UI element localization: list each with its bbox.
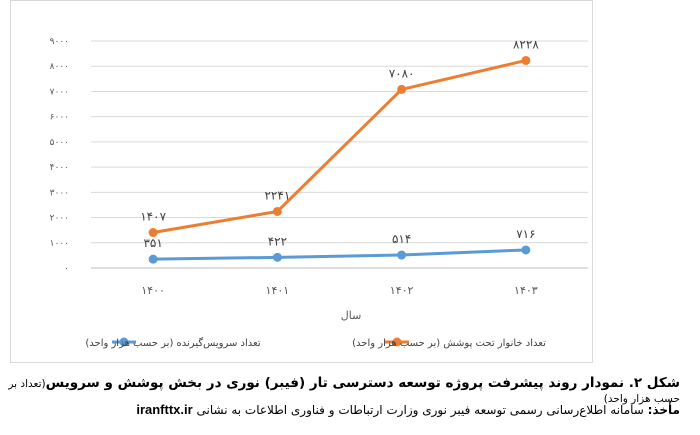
data-label-series-2: ۵۱۴ — [392, 232, 411, 246]
legend-marker-1 — [392, 337, 402, 347]
x-tick-label: ۱۴۰۱ — [266, 284, 290, 297]
chart-frame: ۰ ۱۰۰۰ ۲۰۰۰ ۳۰۰۰ ۴۰۰۰ ۵۰۰۰ ۶۰۰۰ ۷۰۰۰ ۸۰۰۰ ۹۰۰۰ ۱۴… — [10, 0, 593, 363]
data-point-series-2 — [272, 252, 282, 262]
y-tick-label: ۷۰۰۰ — [50, 87, 69, 97]
data-point-series-1 — [397, 84, 407, 94]
caption-note: (تعداد بر حسب هزار واحد) — [8, 378, 680, 405]
y-tick-label: ۸۰۰۰ — [50, 62, 69, 72]
y-tick-label: ۶۰۰۰ — [50, 113, 69, 123]
figure-caption: شکل ۲. نمودار روند پیشرفت پروژه توسعه دس… — [0, 375, 680, 406]
x-tick-label: ۱۴۰۰ — [141, 284, 165, 297]
y-tick-label: ۱۰۰۰ — [50, 239, 69, 249]
legend-label-1: تعداد خانوار تحت پوشش (بر حسب هزار واحد) — [352, 338, 546, 349]
data-label-series-1: ۸۲۲۸ — [513, 37, 539, 51]
data-point-series-2 — [397, 250, 407, 260]
legend-label-2: تعداد سرویس‌گیرنده (بر حسب هزار واحد) — [85, 337, 260, 349]
data-label-series-1: ۷۰۸۰ — [389, 66, 415, 80]
y-tick-label: ۵۰۰۰ — [50, 138, 69, 148]
data-point-series-2 — [521, 245, 531, 255]
y-tick-label: ۰ — [64, 264, 69, 274]
y-tick-label: ۹۰۰۰ — [50, 37, 69, 47]
y-tick-label: ۳۰۰۰ — [50, 188, 69, 198]
data-point-series-1 — [521, 55, 531, 65]
figure-source: مأخذ: سامانه اطلاع‌رسانی رسمی توسعه فیبر… — [0, 402, 680, 417]
series-line-2 — [151, 248, 528, 261]
caption-title: شکل ۲. نمودار روند پیشرفت پروژه توسعه دس… — [45, 375, 680, 391]
data-label-series-2: ۳۵۱ — [143, 236, 162, 250]
source-text: سامانه اطلاع‌رسانی رسمی توسعه فیبر نوری … — [192, 403, 648, 417]
series-line-1 — [151, 58, 528, 235]
data-label-series-2: ۴۲۲ — [268, 234, 287, 248]
data-point-series-2 — [148, 254, 158, 264]
data-label-series-1: ۱۴۰۷ — [140, 210, 166, 224]
y-tick-label: ۴۰۰۰ — [50, 163, 69, 173]
data-point-series-1 — [272, 206, 282, 216]
x-axis-title: سال — [341, 309, 362, 322]
data-point-series-1 — [148, 228, 158, 238]
data-label-series-1: ۲۲۴۱ — [264, 188, 290, 202]
source-label: مأخذ: — [647, 403, 680, 417]
line-chart: ۰ ۱۰۰۰ ۲۰۰۰ ۳۰۰۰ ۴۰۰۰ ۵۰۰۰ ۶۰۰۰ ۷۰۰۰ ۸۰۰۰ ۹۰۰۰ ۱۴… — [50, 37, 588, 349]
data-label-series-2: ۷۱۶ — [516, 227, 535, 241]
x-tick-label: ۱۴۰۲ — [390, 284, 414, 297]
legend-marker-2 — [119, 337, 129, 347]
x-tick-label: ۱۴۰۳ — [514, 284, 538, 297]
y-tick-label: ۲۰۰۰ — [50, 214, 69, 224]
source-site: iranfttx.ir — [136, 402, 193, 417]
